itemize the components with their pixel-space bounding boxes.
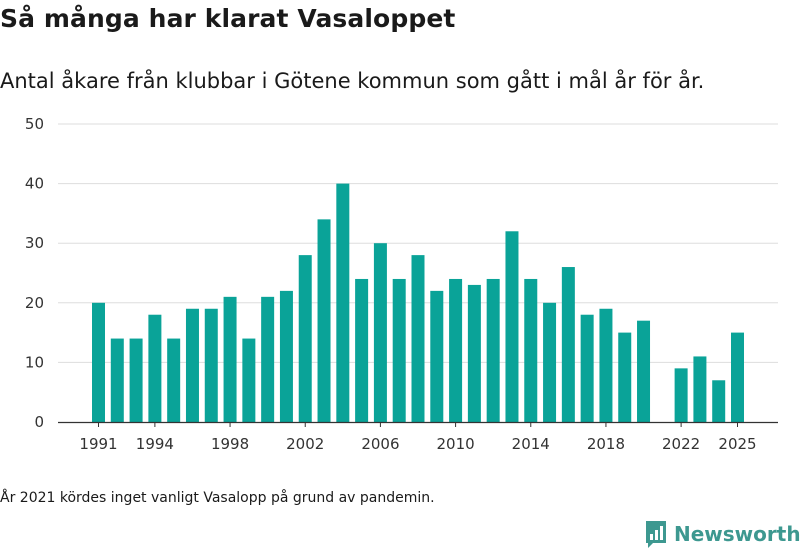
bar-1998 xyxy=(223,296,237,422)
bar-1995 xyxy=(167,338,181,422)
y-tick-label: 0 xyxy=(34,413,44,431)
x-tick-label: 2014 xyxy=(512,435,550,453)
bar-2020 xyxy=(637,320,651,422)
x-tick-label: 2022 xyxy=(662,435,700,453)
bar-2022 xyxy=(674,368,688,422)
bar-1996 xyxy=(185,308,199,422)
x-tick-label: 1998 xyxy=(211,435,249,453)
y-tick-label: 10 xyxy=(25,353,44,371)
x-tick-label: 2018 xyxy=(587,435,625,453)
footnote: År 2021 kördes inget vanligt Vasalopp på… xyxy=(0,490,435,506)
bar-2018 xyxy=(599,308,613,422)
bar-2004 xyxy=(336,183,350,422)
bar-2025 xyxy=(731,332,744,422)
bar-1994 xyxy=(148,314,162,422)
y-tick-label: 50 xyxy=(25,115,44,133)
x-tick-label: 1991 xyxy=(79,435,117,453)
bar-2024 xyxy=(712,380,726,422)
x-tick-label: 1994 xyxy=(136,435,174,453)
newsworthy-logo: Newsworthy xyxy=(644,519,800,549)
chart-title: Så många har klarat Vasaloppet xyxy=(0,4,456,33)
bar-2007 xyxy=(392,278,406,422)
bar-1993 xyxy=(129,338,143,422)
chart-subtitle: Antal åkare från klubbar i Götene kommun… xyxy=(0,69,705,93)
bar-1997 xyxy=(204,308,218,422)
bar-2014 xyxy=(524,278,538,422)
newsworthy-icon xyxy=(646,521,666,548)
bar-2003 xyxy=(317,219,331,422)
bar-2015 xyxy=(543,302,557,422)
bar-1992 xyxy=(110,338,124,422)
bar-2009 xyxy=(430,290,444,422)
bar-2011 xyxy=(467,284,481,422)
bar-2017 xyxy=(580,314,594,422)
bar-2010 xyxy=(449,278,463,422)
bar-2002 xyxy=(298,255,312,422)
y-tick-label: 30 xyxy=(25,234,44,252)
bar-2023 xyxy=(693,356,707,422)
brand-name: Newsworthy xyxy=(674,522,800,546)
x-tick-label: 2002 xyxy=(286,435,324,453)
bar-2013 xyxy=(505,231,519,422)
bar-chart: 0 10 20 30 40 50 1991 1994 1998 2002 2006 2010 2014 2… xyxy=(25,115,778,453)
bar-2001 xyxy=(279,290,293,422)
x-tick-label: 2010 xyxy=(436,435,474,453)
bar-2005 xyxy=(355,278,369,422)
bar-1991 xyxy=(92,302,105,422)
y-tick-label: 40 xyxy=(25,175,44,193)
bar-2000 xyxy=(261,296,275,422)
x-tick-label: 2025 xyxy=(718,435,756,453)
bar-1999 xyxy=(242,338,256,422)
bar-2012 xyxy=(486,278,500,422)
x-tick-label: 2006 xyxy=(361,435,399,453)
bar-2008 xyxy=(411,255,425,422)
bar-2006 xyxy=(373,243,387,422)
bar-2019 xyxy=(618,332,632,422)
y-tick-label: 20 xyxy=(25,294,44,312)
bar-2016 xyxy=(561,267,575,422)
